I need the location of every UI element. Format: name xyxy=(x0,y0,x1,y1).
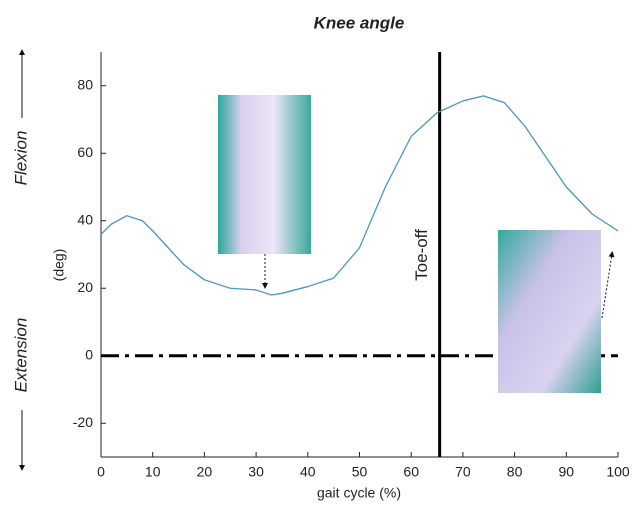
y-axis-label: (deg) xyxy=(51,249,67,282)
y-tick-label: 0 xyxy=(85,346,93,362)
y-tick-label: 60 xyxy=(77,144,93,160)
photo-swing xyxy=(498,230,601,393)
x-tick-label: 70 xyxy=(455,464,471,480)
x-tick-label: 60 xyxy=(403,464,419,480)
y-tick-label: 40 xyxy=(77,211,93,227)
x-tick-label: 50 xyxy=(352,464,368,480)
chart-title: Knee angle xyxy=(314,13,405,32)
y-tick-label: 80 xyxy=(77,76,93,92)
x-tick-label: 20 xyxy=(197,464,213,480)
y-tick-label: -20 xyxy=(73,414,93,430)
plot-area: 0 10 20 30 40 50 60 70 80 90 100 -20 0 20 40 60 80 Toe-of… xyxy=(73,52,630,480)
x-tick-label: 100 xyxy=(606,464,630,480)
x-tick-label: 40 xyxy=(300,464,316,480)
extension-label: Extension xyxy=(11,318,30,393)
flexion-label: Flexion xyxy=(11,131,30,186)
x-tick-label: 30 xyxy=(248,464,264,480)
y-tick-label: 20 xyxy=(77,279,93,295)
x-tick-label: 10 xyxy=(145,464,161,480)
pointer-arrow xyxy=(601,251,615,319)
data-line xyxy=(100,95,619,296)
toe-off-label: Toe-off xyxy=(412,229,431,281)
x-tick-label: 90 xyxy=(559,464,575,480)
photo-midstance xyxy=(218,95,311,254)
x-tick-label: 0 xyxy=(97,464,105,480)
x-tick-label: 80 xyxy=(507,464,523,480)
x-axis-label: gait cycle (%) xyxy=(317,485,401,501)
